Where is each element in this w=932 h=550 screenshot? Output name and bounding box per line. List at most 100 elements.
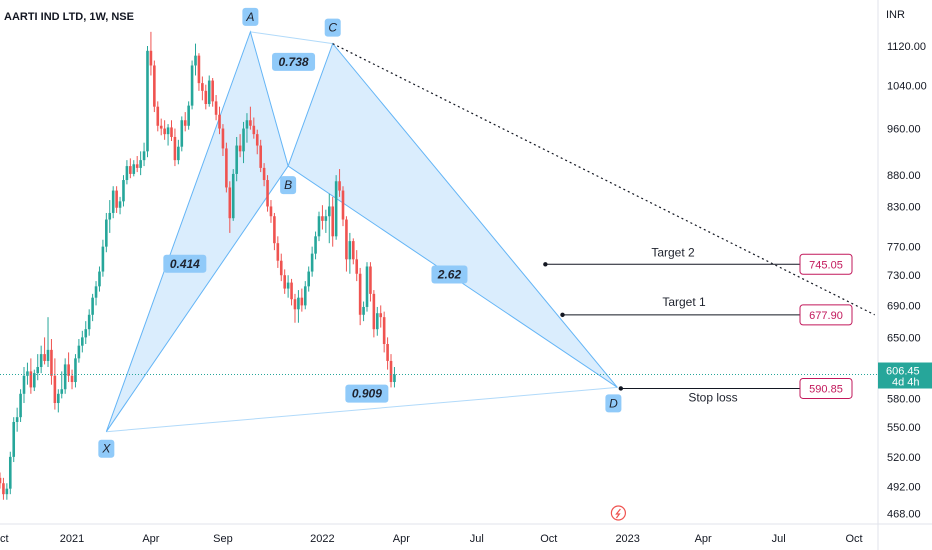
- candle: [163, 120, 166, 140]
- price-tick-label: 960.00: [887, 124, 921, 136]
- candle: [341, 186, 345, 227]
- time-tick-label: Sep: [213, 533, 233, 545]
- level-price-box: [799, 304, 853, 326]
- price-tick-label: 690.00: [887, 300, 921, 312]
- candle: [327, 193, 331, 244]
- candle: [273, 212, 276, 251]
- last-price-badge: [878, 362, 932, 389]
- trendline-dotted: [332, 43, 875, 316]
- candle: [19, 389, 22, 422]
- candle-body: [211, 80, 214, 102]
- candle-body: [142, 151, 146, 161]
- candle-body: [389, 360, 393, 383]
- time-tick-label: Oct: [540, 533, 557, 545]
- candle-body: [345, 219, 348, 260]
- last-price-value: 606.45: [886, 366, 920, 378]
- candle-body: [122, 180, 125, 202]
- candle: [15, 407, 19, 432]
- candle-body: [273, 216, 276, 244]
- candle-body: [183, 120, 187, 126]
- time-tick-label: Oct: [846, 533, 863, 545]
- candle-body: [101, 246, 105, 272]
- candle: [70, 369, 74, 390]
- candle: [204, 84, 208, 110]
- candle-body: [201, 83, 204, 91]
- candle-body: [190, 65, 194, 106]
- candle-body: [334, 181, 338, 237]
- candle: [173, 128, 177, 167]
- candle-body: [351, 241, 355, 260]
- candle: [362, 301, 365, 322]
- candle: [57, 389, 60, 413]
- candle-body: [170, 127, 173, 137]
- level-price-label: 590.85: [809, 383, 843, 395]
- candle: [303, 281, 307, 310]
- candle-body: [382, 317, 386, 345]
- candle: [125, 160, 129, 185]
- candle: [135, 156, 139, 173]
- time-tick-label: 2022: [310, 533, 334, 545]
- candle-body: [307, 271, 310, 287]
- candle: [228, 181, 232, 233]
- candle-body: [84, 329, 88, 338]
- candle-body: [98, 271, 101, 287]
- pattern-point-box: [98, 439, 115, 458]
- candle: [321, 205, 324, 230]
- candle: [39, 345, 43, 374]
- candle: [334, 175, 338, 240]
- price-tick-label: 730.00: [887, 270, 921, 282]
- pattern-point-box: [280, 176, 297, 195]
- candle-body: [362, 306, 365, 315]
- pattern-point-box: [242, 7, 259, 26]
- pattern-triangle-xab: [105, 30, 289, 433]
- candle: [67, 352, 70, 383]
- candle-body: [125, 166, 129, 181]
- candle-body: [149, 50, 153, 66]
- candle: [310, 246, 314, 277]
- pattern-point-label: X: [101, 442, 111, 456]
- level-price-box: [799, 377, 853, 399]
- candle: [369, 262, 372, 302]
- candle: [221, 124, 225, 157]
- candle-body: [53, 375, 57, 404]
- price-tick-label: 1120.00: [887, 41, 926, 53]
- candle-body: [111, 190, 115, 213]
- candle-body: [91, 297, 94, 315]
- candle-body: [341, 190, 345, 220]
- candle: [324, 209, 328, 233]
- candle-body: [77, 345, 81, 359]
- candle-body: [74, 358, 77, 383]
- candle: [355, 250, 359, 282]
- candle: [382, 311, 386, 353]
- candle-body: [218, 114, 221, 129]
- candle: [279, 253, 283, 282]
- price-tick-label: 1040.00: [887, 81, 927, 93]
- candle: [194, 43, 197, 76]
- candle: [331, 196, 335, 247]
- candle-body: [132, 164, 136, 174]
- candle: [22, 367, 26, 404]
- candle-body: [63, 364, 67, 390]
- candle-body: [376, 313, 379, 330]
- candle: [74, 354, 77, 388]
- candle-body: [327, 206, 331, 217]
- candle: [33, 369, 36, 392]
- candle: [238, 134, 242, 158]
- event-bolt-glyph: [615, 508, 621, 519]
- pattern-triangle-bcd: [287, 42, 618, 388]
- candle-body: [39, 354, 43, 368]
- candle-body: [303, 286, 307, 306]
- last-price-countdown: 4d 4h: [892, 377, 920, 389]
- candle: [297, 290, 300, 323]
- level-name-label: Stop loss: [688, 390, 737, 404]
- candle-body: [369, 266, 372, 294]
- candle-body: [276, 243, 280, 261]
- candle: [245, 113, 249, 143]
- candle-body: [235, 145, 238, 174]
- candle-body: [50, 349, 53, 376]
- candle: [105, 212, 108, 253]
- price-tick-label: 492.00: [887, 482, 921, 494]
- time-tick-label: Apr: [393, 533, 410, 545]
